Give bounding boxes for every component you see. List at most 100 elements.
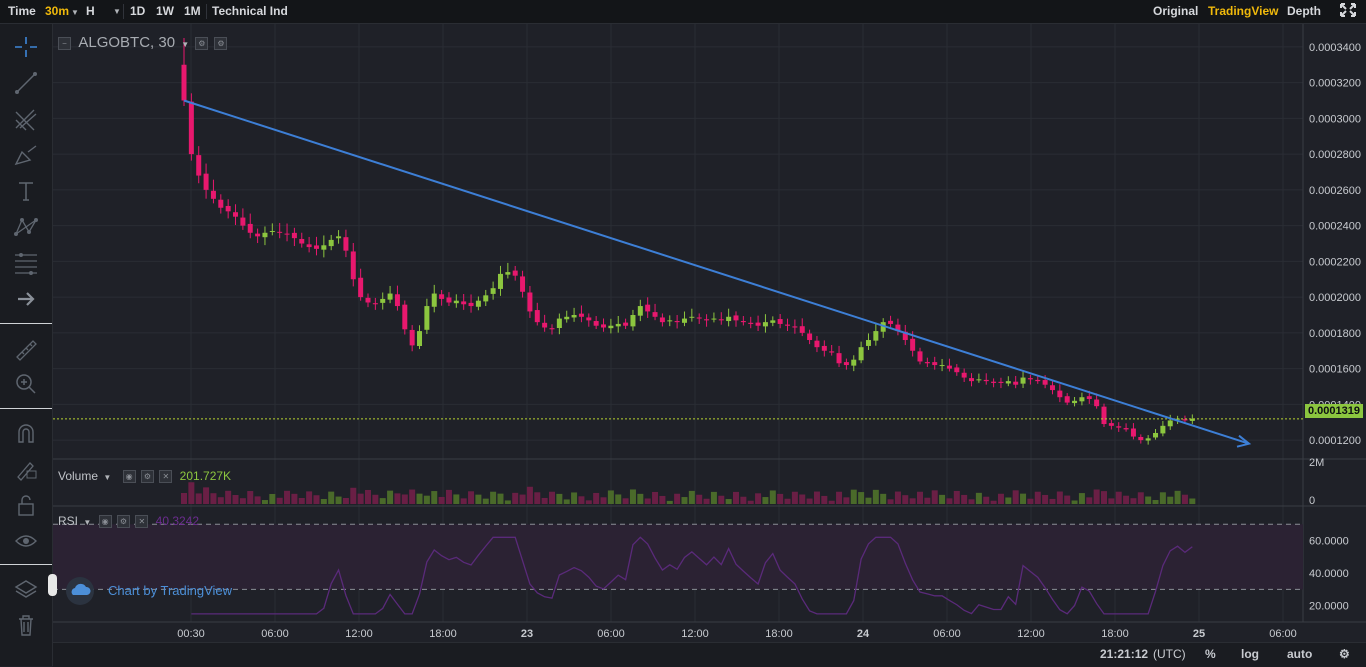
rsi-legend[interactable]: RSI ▼ ◉ ⚙ ✕ 40.3242 — [58, 514, 199, 529]
auto-toggle[interactable]: auto — [1287, 647, 1313, 661]
candle-body — [836, 353, 842, 364]
volume-bar — [828, 500, 835, 504]
interval-selector[interactable]: 30m ▼ — [41, 2, 83, 21]
eye-icon[interactable]: ◉ — [98, 515, 112, 529]
view-depth-button[interactable]: Depth — [1287, 4, 1321, 18]
fullscreen-icon — [1340, 3, 1356, 17]
candle-body — [1094, 399, 1100, 407]
rsi-tick-label: 60.0000 — [1309, 536, 1349, 548]
view-original-button[interactable]: Original — [1153, 4, 1199, 18]
volume-bar — [939, 494, 946, 504]
candle-body — [711, 318, 717, 320]
candle-body — [505, 272, 511, 275]
ruler-icon[interactable] — [12, 336, 40, 362]
time-button[interactable]: Time — [8, 4, 36, 18]
candle-body — [630, 315, 636, 327]
volume-bar — [600, 497, 607, 504]
brush-icon[interactable] — [12, 142, 40, 168]
volume-bar — [1078, 493, 1085, 504]
volume-bar — [1181, 494, 1188, 504]
close-icon[interactable]: ✕ — [159, 470, 173, 484]
toolbar-divider — [0, 408, 52, 409]
candle-body — [704, 319, 710, 321]
candle-body — [1086, 396, 1092, 400]
volume-bar — [342, 497, 349, 504]
candle-body — [939, 365, 945, 367]
pitchfork-icon[interactable] — [12, 106, 40, 132]
crosshair-icon[interactable] — [12, 34, 40, 60]
price-tick-label: 0.0002000 — [1309, 292, 1361, 304]
collapse-icon[interactable]: − — [58, 36, 71, 50]
log-toggle[interactable]: log — [1241, 647, 1259, 661]
eye-icon[interactable] — [12, 528, 40, 554]
close-icon[interactable]: ✕ — [135, 515, 149, 529]
percent-toggle[interactable]: % — [1205, 647, 1216, 661]
settings-icon[interactable]: ⚙ — [1339, 647, 1350, 661]
technical-indicators-button[interactable]: Technical Ind — [212, 4, 288, 18]
trendline-icon[interactable] — [12, 70, 40, 96]
candle-body — [210, 190, 216, 199]
time-tick-label: 06:00 — [1269, 628, 1297, 640]
price-tick-label: 0.0003200 — [1309, 78, 1361, 90]
candle-body — [983, 379, 989, 382]
volume-legend[interactable]: Volume ▼ ◉ ⚙ ✕ 201.727K — [58, 469, 231, 484]
eye-icon[interactable]: ◉ — [122, 470, 136, 484]
price-tick-label: 0.0002400 — [1309, 221, 1361, 233]
view-tradingview-button[interactable]: TradingView — [1208, 4, 1279, 18]
gear-icon[interactable]: ⚙ — [214, 36, 228, 50]
timezone[interactable]: (UTC) — [1153, 647, 1186, 661]
candle-body — [969, 378, 975, 382]
time-tick-label: 18:00 — [429, 628, 457, 640]
volume-bar — [777, 493, 784, 504]
period-1w-button[interactable]: 1W — [156, 4, 174, 18]
candle-body — [402, 304, 408, 330]
candle-body — [873, 331, 879, 341]
price-tick-label: 0.0001200 — [1309, 435, 1361, 447]
candle-body — [1182, 419, 1188, 421]
magnet-icon[interactable] — [12, 420, 40, 446]
symbol-title[interactable]: − ALGOBTC, 30 ▼ ⚙ ⚙ — [58, 34, 228, 51]
volume-bar — [541, 497, 548, 504]
volume-bar — [276, 497, 283, 504]
volume-bar — [710, 491, 717, 504]
pattern-icon[interactable] — [12, 214, 40, 240]
volume-bar — [306, 491, 313, 504]
settings-icon[interactable]: ⚙ — [195, 36, 209, 50]
cloud-icon — [66, 577, 94, 605]
candle-body — [1064, 396, 1070, 403]
settings-icon[interactable]: ⚙ — [140, 470, 154, 484]
volume-bar — [1012, 490, 1019, 504]
trash-icon[interactable] — [12, 612, 40, 638]
lock-drawing-icon[interactable] — [12, 455, 40, 481]
zoom-icon[interactable] — [12, 370, 40, 396]
candle-body — [306, 244, 312, 248]
arrow-icon[interactable] — [12, 286, 40, 312]
volume-bar — [490, 491, 497, 504]
price-chart[interactable]: 0.00012000.00014000.00016000.00018000.00… — [53, 24, 1366, 642]
last-price-tag: 0.0001319 — [1305, 404, 1363, 418]
volume-bar — [482, 498, 489, 504]
volume-tick-label: 2M — [1309, 457, 1324, 469]
axes: 0.00012000.00014000.00016000.00018000.00… — [177, 42, 1361, 640]
volume-bar — [549, 491, 555, 504]
text-icon[interactable] — [12, 178, 40, 204]
volume-bar — [475, 494, 482, 504]
volume-bar — [335, 496, 342, 504]
fullscreen-button[interactable] — [1335, 2, 1361, 21]
chart-style-selector[interactable]: H — [82, 2, 99, 21]
volume-bar — [931, 490, 938, 504]
candle-body — [755, 322, 761, 326]
settings-icon[interactable]: ⚙ — [116, 515, 130, 529]
pane-resize-handle[interactable] — [48, 574, 57, 596]
volume-bar — [563, 499, 570, 504]
volume-bar — [350, 487, 357, 504]
lock-icon[interactable] — [12, 492, 40, 518]
layers-icon[interactable] — [12, 576, 40, 602]
rsi-tick-label: 20.0000 — [1309, 601, 1349, 613]
fib-icon[interactable] — [12, 250, 40, 276]
overlays — [53, 99, 1303, 448]
period-1m-button[interactable]: 1M — [184, 4, 201, 18]
time-tick-label: 12:00 — [681, 628, 709, 640]
candle-body — [196, 155, 202, 176]
period-1d-button[interactable]: 1D — [130, 4, 146, 18]
